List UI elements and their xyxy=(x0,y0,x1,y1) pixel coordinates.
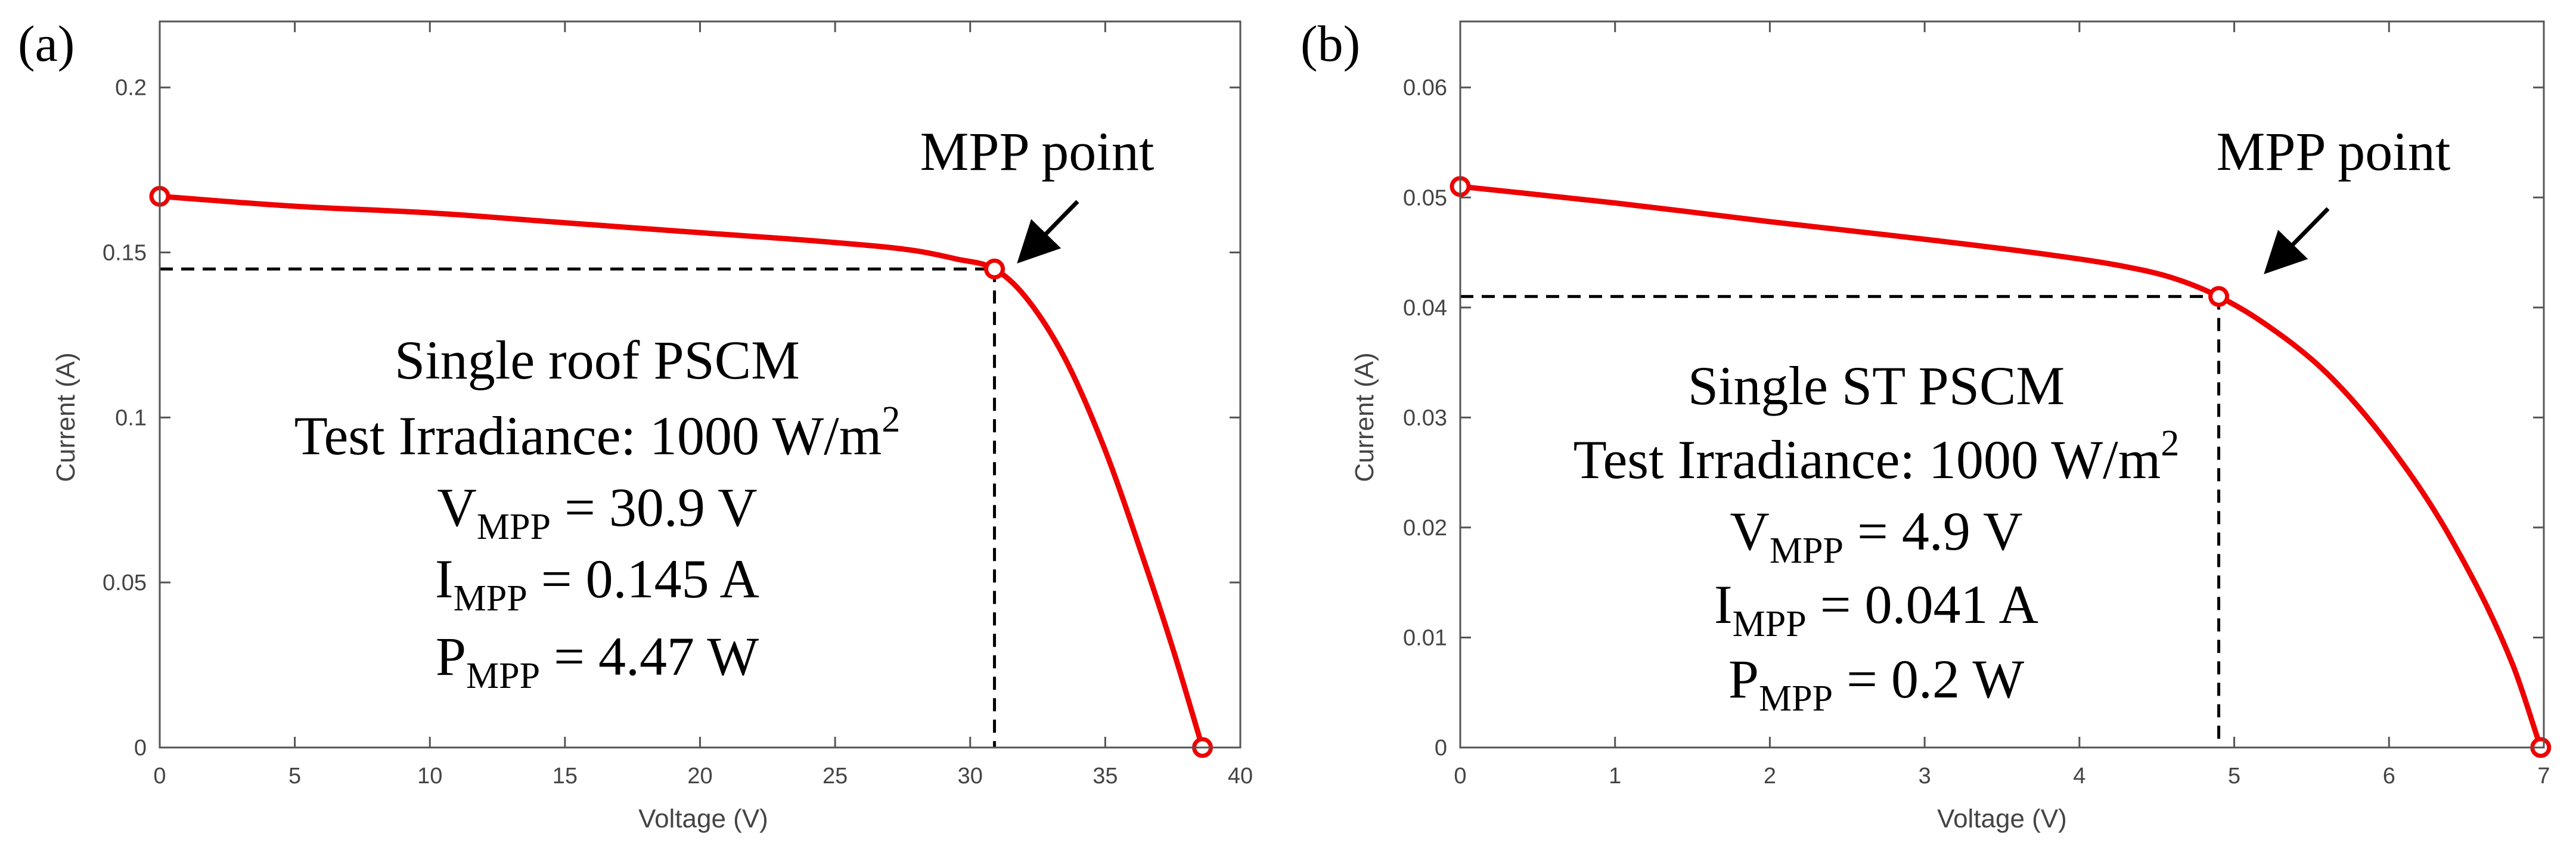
panel-b-xtick-label-0: 0 xyxy=(1454,764,1466,789)
panel-b-vmpp-sym: V xyxy=(1730,501,1769,562)
panel-a-iv-curve-0 xyxy=(159,193,1205,749)
panel-a-marker-mpp xyxy=(984,258,1005,280)
panel-a-impp: IMPP = 0.145 A xyxy=(435,548,759,619)
panel-a-vmpp: VMPP = 30.9 V xyxy=(437,477,757,547)
panel-b-ytick-label-1: 0.01 xyxy=(1403,625,1447,650)
panel-a-impp-sub: MPP xyxy=(454,578,527,619)
panel-b-ytick-label-4: 0.04 xyxy=(1403,296,1447,321)
panel-a-ytick-label-4: 0.2 xyxy=(115,76,147,101)
panel-b-marker-mpp xyxy=(2208,286,2230,307)
panel-a-ytick-label-1: 0.05 xyxy=(103,570,147,596)
panel-a-pmpp-sym: P xyxy=(436,626,466,687)
panel-b-impp-sym: I xyxy=(1714,574,1733,635)
panel-b-axes-frame xyxy=(1459,20,2545,749)
panel-a-callout: MPP point xyxy=(920,121,1154,182)
panel-b-xtick-label-5: 5 xyxy=(2228,764,2240,789)
panel-a-xtick-label-1: 5 xyxy=(288,764,301,789)
panel-b-xlabel: Voltage (V) xyxy=(1937,804,2067,833)
panel-b-xtick-label-2: 2 xyxy=(1764,764,1776,789)
panel-b-ytick-label-2: 0.02 xyxy=(1403,516,1447,541)
panel-b-vmpp-sub: MPP xyxy=(1770,531,1843,571)
panel-a-annotation-irradiance: Test Irradiance: 1000 W/m2 xyxy=(294,399,901,466)
panel-b-vmpp: VMPP = 4.9 V xyxy=(1730,501,2022,571)
panel-a-xtick-label-8: 40 xyxy=(1228,764,1253,789)
panel-a-impp-val: = 0.145 A xyxy=(527,548,759,609)
panel-b-ytick-label-5: 0.05 xyxy=(1403,185,1447,210)
panel-b-ytick-label-3: 0.03 xyxy=(1403,405,1447,430)
panel-b-vmpp-val: = 4.9 V xyxy=(1843,501,2023,562)
panel-b-annotation-irradiance: Test Irradiance: 1000 W/m2 xyxy=(1573,423,2180,490)
panel-b-pmpp-sym: P xyxy=(1728,649,1759,709)
panel-a-callout-arrow xyxy=(1017,200,1079,264)
panel-a-label: (a) xyxy=(18,15,75,72)
panel-b-irradiance-sup: 2 xyxy=(2161,423,2179,464)
panel-b-callout: MPP point xyxy=(2217,121,2451,182)
panel-a-xtick-label-3: 15 xyxy=(553,764,578,789)
panel-a-xtick-label-2: 10 xyxy=(417,764,442,789)
panel-b-pmpp-sub: MPP xyxy=(1759,678,1833,719)
panel-a-irradiance-text: Test Irradiance: 1000 W/m xyxy=(294,405,882,466)
panel-b-pmpp-val: = 0.2 W xyxy=(1833,649,2024,709)
panel-a-irradiance-sup: 2 xyxy=(882,399,900,440)
panel-a-xtick-label-6: 30 xyxy=(958,764,983,789)
panel-b-pmpp: PMPP = 0.2 W xyxy=(1728,649,2024,719)
panel-a-axes-frame xyxy=(159,20,1242,749)
panel-a-annotation-title: Single roof PSCM xyxy=(395,330,800,390)
panel-b-xtick-label-4: 4 xyxy=(2073,764,2085,789)
panel-a-impp-sym: I xyxy=(435,548,454,609)
panel-b-ticks: 0 1 2 3 4 5 6 7 0 0.01 0.02 0.03 0.04 0.05 0.06 xyxy=(1403,21,2550,789)
panel-a-vmpp-sub: MPP xyxy=(477,507,551,547)
panel-a-ytick-label-0: 0 xyxy=(134,736,147,761)
panel-b-annotation-title: Single ST PSCM xyxy=(1688,355,2065,416)
panel-b-xtick-label-7: 7 xyxy=(2537,764,2550,789)
panel-b-impp: IMPP = 0.041 A xyxy=(1714,574,2038,644)
panel-b-impp-val: = 0.041 A xyxy=(1807,574,2038,635)
panel-a-xlabel: Voltage (V) xyxy=(638,804,768,833)
panel-a-ytick-label-2: 0.1 xyxy=(115,405,147,430)
panel-b-xtick-label-6: 6 xyxy=(2383,764,2395,789)
panel-b: (b) 0 1 2 3 4 5 6 7 0 0.01 0.02 0.03 0.04 0.05 0.06 Vo… xyxy=(1301,15,2552,833)
panel-a-pmpp-val: = 4.47 W xyxy=(540,626,759,687)
panel-a-xtick-label-5: 25 xyxy=(823,764,848,789)
panel-a-pmpp: PMPP = 4.47 W xyxy=(436,626,759,696)
panel-b-impp-sub: MPP xyxy=(1733,604,1807,644)
panel-a: (a) 0 5 10 15 20 25 30 35 40 0 0.05 0.1 0.15 0.2 Volt… xyxy=(18,15,1253,833)
panel-b-xtick-label-3: 3 xyxy=(1919,764,1931,789)
panel-b-xtick-label-1: 1 xyxy=(1609,764,1621,789)
panel-a-vmpp-sym: V xyxy=(437,477,476,538)
panel-a-ticks: 0 5 10 15 20 25 30 35 40 0 0.05 0.1 0.15 0.2 xyxy=(103,21,1253,789)
panel-a-xtick-label-4: 20 xyxy=(687,764,712,789)
panel-a-xtick-label-0: 0 xyxy=(153,764,166,789)
panel-b-ylabel: Current (A) xyxy=(1350,352,1379,482)
panel-a-ylabel: Current (A) xyxy=(51,352,80,482)
panel-a-ytick-label-3: 0.15 xyxy=(103,241,147,266)
panel-a-pmpp-sub: MPP xyxy=(466,656,540,696)
panel-b-callout-arrow xyxy=(2264,207,2330,274)
panel-b-label: (b) xyxy=(1301,15,1360,72)
panel-a-xtick-label-7: 35 xyxy=(1093,764,1118,789)
panel-b-ytick-label-0: 0 xyxy=(1435,736,1447,761)
panel-b-irradiance-text: Test Irradiance: 1000 W/m xyxy=(1573,429,2161,490)
panel-b-ytick-label-6: 0.06 xyxy=(1403,76,1447,101)
panel-b-iv-curve-0 xyxy=(1460,184,2544,749)
panel-a-vmpp-val: = 30.9 V xyxy=(551,477,758,538)
